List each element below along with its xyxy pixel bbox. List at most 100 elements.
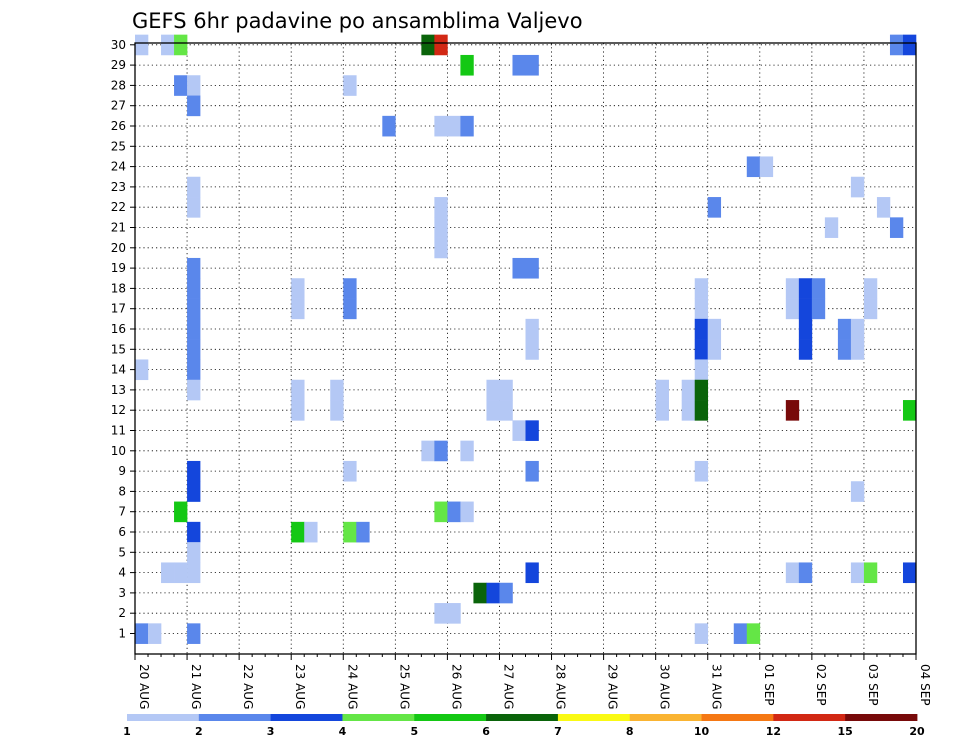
heatmap-cell bbox=[291, 400, 305, 421]
colorbar-swatch bbox=[557, 714, 631, 721]
heatmap-cell bbox=[174, 501, 188, 523]
heatmap-cell bbox=[187, 176, 201, 198]
x-tick-label: 20 AUG bbox=[137, 664, 151, 709]
colorbar-legend: 1 2 3 4 5 6 7 8 10 12 15 20 bbox=[123, 714, 925, 738]
heatmap-cell bbox=[135, 359, 149, 381]
heatmap-cell bbox=[291, 298, 305, 320]
heatmap-cell bbox=[889, 217, 904, 238]
colorbar-label: 4 bbox=[339, 725, 347, 738]
x-tick-label: 03 SEP bbox=[866, 664, 880, 706]
y-tick-label: 9 bbox=[118, 464, 126, 478]
heatmap-cell bbox=[291, 521, 305, 543]
colorbar-label: 7 bbox=[554, 725, 562, 738]
heatmap-cell bbox=[733, 623, 748, 644]
heatmap-cell bbox=[187, 318, 201, 340]
heatmap-cell bbox=[694, 379, 709, 401]
heatmap-cell bbox=[837, 339, 852, 360]
y-tick-label: 5 bbox=[118, 545, 126, 559]
x-tick-label: 01 SEP bbox=[762, 664, 776, 706]
heatmap-cell bbox=[343, 298, 357, 320]
heatmap-cell bbox=[499, 379, 513, 401]
heatmap-cell bbox=[902, 400, 917, 421]
y-tick-label: 26 bbox=[111, 119, 126, 133]
chart-title: GEFS 6hr padavine po ansamblima Valjevo bbox=[132, 9, 583, 33]
heatmap-cell bbox=[148, 623, 162, 644]
heatmap-cell bbox=[811, 278, 826, 299]
heatmap-cell bbox=[785, 278, 800, 299]
heatmap-cell bbox=[512, 420, 526, 441]
heatmap-cell bbox=[460, 115, 474, 137]
heatmap-cell bbox=[382, 115, 396, 137]
x-tick-label: 26 AUG bbox=[449, 664, 463, 709]
heatmap-cell bbox=[850, 176, 865, 198]
heatmap-cell bbox=[187, 298, 201, 320]
heatmap-cell bbox=[187, 521, 201, 543]
y-tick-label: 8 bbox=[118, 484, 126, 498]
heatmap-cell bbox=[525, 460, 539, 482]
heatmap-cell bbox=[486, 400, 500, 421]
y-tick-label: 27 bbox=[111, 99, 126, 113]
y-tick-label: 6 bbox=[118, 525, 126, 539]
y-tick-label: 19 bbox=[111, 261, 126, 275]
heatmap-cell bbox=[525, 420, 539, 441]
colorbar-swatch bbox=[701, 714, 774, 721]
heatmap-cell bbox=[850, 481, 865, 502]
y-tick-label: 12 bbox=[111, 403, 126, 417]
colorbar-label: 8 bbox=[626, 725, 634, 738]
heatmap-cell bbox=[889, 34, 904, 56]
y-axis: 1234567891011121314151617181920212223242… bbox=[111, 38, 135, 641]
heatmap-cell bbox=[486, 582, 500, 604]
heatmap-cell bbox=[187, 460, 201, 482]
y-tick-label: 13 bbox=[111, 383, 126, 397]
y-tick-label: 30 bbox=[111, 38, 126, 52]
heatmap-cell bbox=[837, 318, 852, 340]
heatmap-cell bbox=[434, 501, 448, 523]
heatmap-cell bbox=[421, 34, 435, 56]
colorbar-swatch bbox=[414, 714, 487, 721]
colorbar-label: 1 bbox=[123, 725, 131, 738]
heatmap-cell bbox=[187, 542, 201, 563]
heatmap-cell bbox=[434, 603, 448, 624]
heatmap-cell bbox=[902, 34, 917, 56]
heatmap-cell bbox=[447, 501, 461, 523]
heatmap-cell bbox=[434, 237, 448, 259]
colorbar-label: 10 bbox=[694, 725, 710, 738]
colorbar-swatch bbox=[342, 714, 415, 721]
heatmap-cell bbox=[187, 359, 201, 381]
heatmap-cell bbox=[473, 582, 487, 604]
grid-lines bbox=[135, 43, 916, 654]
heatmap-cell bbox=[863, 298, 878, 320]
y-tick-label: 10 bbox=[111, 444, 126, 458]
heatmap-cell bbox=[330, 400, 344, 421]
heatmap-cell bbox=[785, 400, 800, 421]
colorbar-label: 5 bbox=[410, 725, 418, 738]
heatmap-cell bbox=[694, 359, 709, 381]
heatmap-cell bbox=[434, 217, 448, 238]
y-tick-label: 15 bbox=[111, 342, 126, 356]
heatmap-cell bbox=[746, 156, 761, 178]
x-tick-label: 31 AUG bbox=[710, 664, 724, 709]
colorbar-swatch bbox=[773, 714, 846, 721]
y-tick-label: 14 bbox=[111, 363, 126, 377]
heatmap-cell bbox=[876, 197, 891, 218]
heatmap-cell bbox=[525, 257, 539, 279]
heatmap-cell bbox=[525, 562, 539, 584]
heatmap-cell bbox=[707, 339, 722, 360]
y-tick-label: 2 bbox=[118, 606, 126, 620]
heatmap-cell bbox=[694, 460, 709, 482]
colorbar-label: 12 bbox=[766, 725, 781, 738]
heatmap-cell bbox=[499, 582, 513, 604]
y-tick-label: 4 bbox=[118, 566, 126, 580]
x-tick-label: 23 AUG bbox=[293, 664, 307, 709]
heatmap-cell bbox=[798, 298, 813, 320]
heatmap-cell bbox=[291, 379, 305, 401]
x-tick-label: 21 AUG bbox=[189, 664, 203, 709]
colorbar-swatch bbox=[198, 714, 272, 721]
x-tick-label: 30 AUG bbox=[658, 664, 672, 709]
heatmap-cell bbox=[304, 521, 318, 543]
heatmap-cell bbox=[174, 562, 188, 584]
heatmap-cell bbox=[187, 623, 201, 644]
y-tick-label: 21 bbox=[111, 221, 126, 235]
heatmap-cell bbox=[434, 115, 448, 137]
x-tick-label: 24 AUG bbox=[345, 664, 359, 709]
